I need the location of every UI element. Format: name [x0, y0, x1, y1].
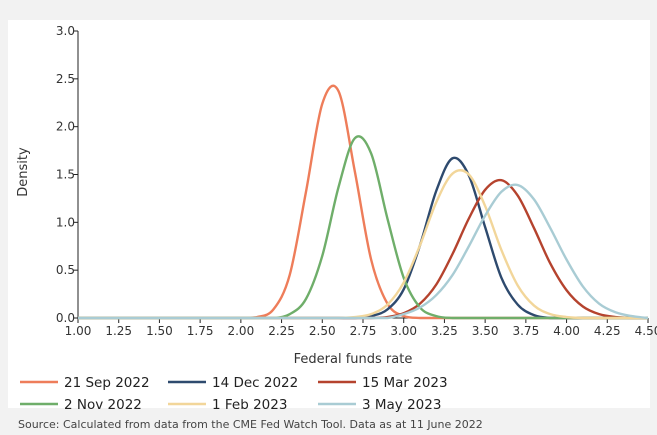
x-tick-label: 1.25 — [105, 324, 132, 338]
x-tick-label: 2.00 — [227, 324, 254, 338]
y-tick-label: 0.0 — [56, 311, 75, 325]
legend-label: 1 Feb 2023 — [212, 397, 287, 413]
legend: 21 Sep 2022 14 Dec 2022 15 Mar 2023 2 Nov 2… — [20, 375, 448, 413]
x-tick-label: 4.25 — [594, 324, 621, 338]
x-tick-label: 2.25 — [268, 324, 295, 338]
x-tick-label: 4.50 — [635, 324, 657, 338]
x-tick-label: 2.50 — [309, 324, 336, 338]
source-note: Source: Calculated from data from the CM… — [18, 418, 483, 431]
y-tick-label: 0.5 — [56, 263, 75, 277]
legend-label: 15 Mar 2023 — [362, 375, 448, 391]
legend-label: 3 May 2023 — [362, 397, 441, 413]
series-lines — [78, 84, 649, 320]
x-tick-label: 1.75 — [187, 324, 214, 338]
y-tick-label: 3.0 — [56, 24, 75, 38]
legend-label: 2 Nov 2022 — [64, 397, 142, 413]
y-axis-title: Density — [16, 147, 31, 197]
x-tick-label: 3.75 — [512, 324, 539, 338]
legend-item: 15 Mar 2023 — [318, 375, 448, 391]
chart-background — [8, 20, 650, 408]
legend-label: 14 Dec 2022 — [212, 375, 298, 391]
legend-item: 2 Nov 2022 — [20, 397, 142, 413]
x-tick-label: 3.50 — [472, 324, 499, 338]
x-axis-title: Federal funds rate — [294, 352, 413, 367]
legend-item: 14 Dec 2022 — [168, 375, 298, 391]
tick-marks: 0.0 0.5 1.0 1.5 2.0 2.5 3.0 1.00 1.25 1.50 1.75 2.0… — [56, 24, 657, 338]
y-tick-label: 2.5 — [56, 72, 75, 86]
x-tick-label: 3.00 — [390, 324, 417, 338]
x-tick-label: 1.50 — [146, 324, 173, 338]
y-tick-label: 1.0 — [56, 215, 75, 229]
y-tick-label: 1.5 — [56, 168, 75, 182]
y-tick-label: 2.0 — [56, 120, 75, 134]
legend-item: 3 May 2023 — [318, 397, 441, 413]
x-tick-label: 1.00 — [65, 324, 92, 338]
legend-label: 21 Sep 2022 — [64, 375, 150, 391]
x-tick-label: 3.25 — [431, 324, 458, 338]
series-line-3-may-2023 — [78, 183, 649, 320]
legend-item: 21 Sep 2022 — [20, 375, 150, 391]
x-tick-label: 2.75 — [350, 324, 377, 338]
legend-item: 1 Feb 2023 — [168, 397, 287, 413]
x-tick-label: 4.00 — [553, 324, 580, 338]
